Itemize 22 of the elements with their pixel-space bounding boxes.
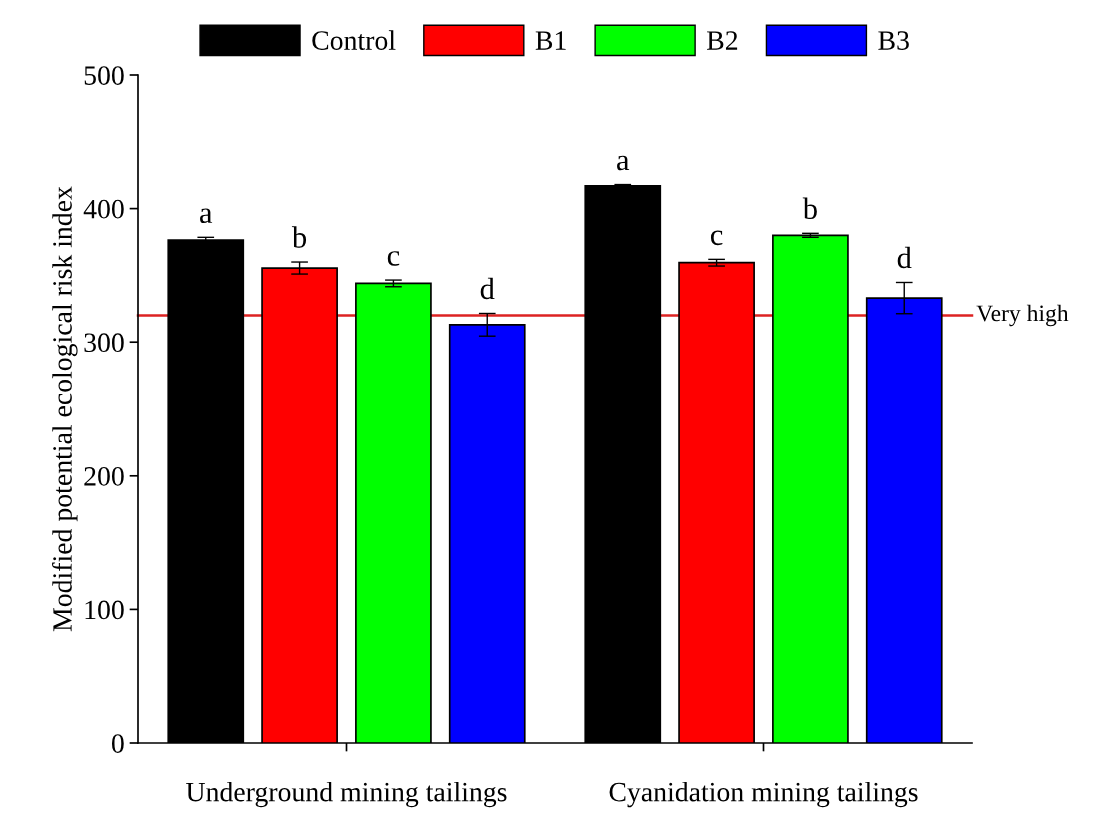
y-tick-label: 300 <box>84 333 124 353</box>
annotation: d <box>480 277 495 300</box>
annotation: c <box>387 251 400 266</box>
annotation: b <box>291 226 307 248</box>
y-axis-title: Modified potential ecological risk index <box>52 186 78 632</box>
y-tick-label: 400 <box>83 199 124 219</box>
x-tick-label: Cyanidation mining tailings <box>609 781 918 808</box>
legend-label: Control <box>312 30 396 50</box>
legend-label: B3 <box>878 31 909 50</box>
ref-line-label: Very high <box>976 304 1069 327</box>
legend-label: B2 <box>707 31 738 50</box>
annotation: a <box>617 155 630 171</box>
y-tick-label: 500 <box>84 66 124 85</box>
y-tick-label: 0 <box>111 734 124 753</box>
annotation: b <box>802 197 817 220</box>
annotation: d <box>897 246 912 269</box>
y-tick-label: 200 <box>84 466 124 486</box>
legend-label: B1 <box>535 31 566 50</box>
annotation: c <box>710 230 723 246</box>
annotation: a <box>200 208 213 224</box>
x-tick-label: Underground mining tailings <box>186 781 507 808</box>
y-tick-label: 100 <box>85 600 124 620</box>
